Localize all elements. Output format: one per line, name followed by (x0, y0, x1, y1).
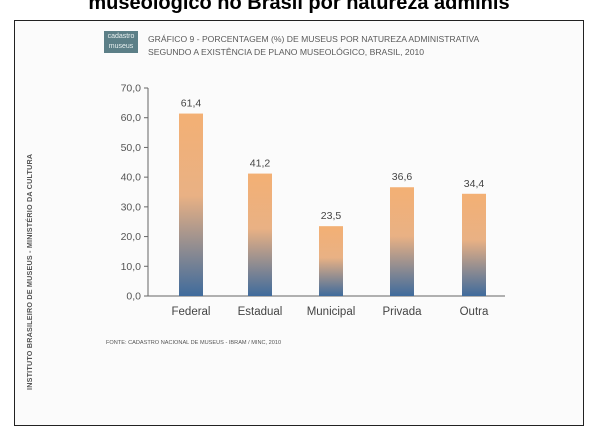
bar (179, 113, 203, 296)
chart-subtitle: SEGUNDO A EXISTÊNCIA DE PLANO MUSEOLÓGIC… (148, 47, 425, 57)
logo-line1: cadastro (107, 33, 135, 40)
bar (248, 173, 272, 296)
page-heading: museológico no Brasil por natureza admin… (88, 0, 510, 14)
x-tick-label: Federal (172, 306, 211, 318)
bar-value-label: 41,2 (250, 158, 271, 170)
x-tick-label: Outra (460, 306, 489, 318)
logo-line2: museus (108, 43, 134, 50)
y-tick-label: 50,0 (121, 142, 142, 154)
y-tick-label: 0,0 (126, 291, 141, 303)
cadastro-museus-logo: cadastro museus (104, 31, 138, 53)
source-note: FONTE: CADASTRO NACIONAL DE MUSEUS - IBR… (106, 340, 282, 346)
y-tick-label: 10,0 (121, 261, 142, 273)
y-tick-label: 40,0 (121, 172, 142, 184)
chart-title-block: GRÁFICO 9 - PORCENTAGEM (%) DE MUSEUS PO… (148, 33, 479, 59)
x-tick-label: Municipal (307, 306, 356, 318)
bar (319, 226, 343, 296)
y-tick-label: 60,0 (121, 112, 142, 124)
bar-value-label: 61,4 (181, 98, 202, 110)
bar-value-label: 23,5 (321, 210, 342, 222)
bars-group (179, 113, 486, 296)
figure-frame (14, 20, 584, 426)
y-tick-label: 70,0 (121, 83, 142, 95)
chart-title: GRÁFICO 9 - PORCENTAGEM (%) DE MUSEUS PO… (148, 34, 480, 44)
labels-group: 61,4 Federal 41,2 Estadual 23,5 Municipal 36,6… (172, 98, 489, 318)
bar-value-label: 36,6 (392, 171, 413, 183)
y-axis: 0,0 10,0 20,0 30,0 40,0 50,0 60,0 70,0 (121, 83, 505, 303)
y-tick-label: 30,0 (121, 201, 142, 213)
y-tick-label: 20,0 (121, 231, 142, 243)
bar-value-label: 34,4 (464, 178, 485, 190)
bar (390, 187, 414, 296)
x-tick-label: Estadual (238, 306, 283, 318)
bar (462, 193, 486, 296)
x-tick-label: Privada (383, 306, 423, 318)
